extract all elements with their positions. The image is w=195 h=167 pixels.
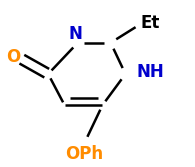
Text: OPh: OPh [65,145,103,163]
Text: Et: Et [140,14,160,32]
Text: N: N [68,25,82,43]
Text: NH: NH [136,63,164,81]
Text: O: O [6,48,20,66]
